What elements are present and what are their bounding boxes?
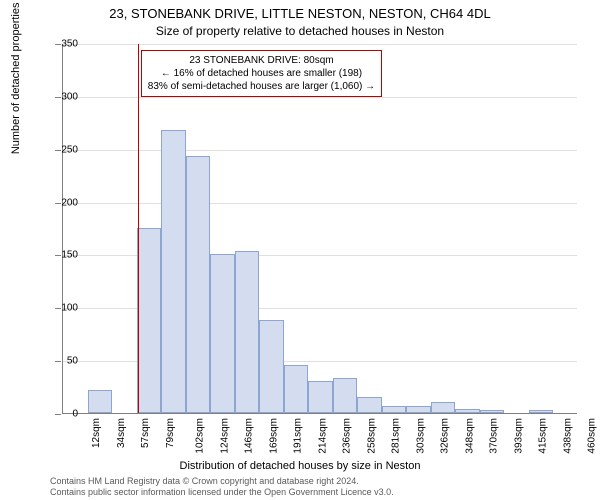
x-tick-label: 438sqm: [563, 418, 574, 454]
footer-line-2: Contains public sector information licen…: [50, 487, 394, 498]
chart-container: 23, STONEBANK DRIVE, LITTLE NESTON, NEST…: [0, 0, 600, 500]
plot-area: 12sqm34sqm57sqm79sqm102sqm124sqm146sqm16…: [62, 44, 577, 414]
y-tick-label: 250: [48, 144, 78, 155]
histogram-bar: [259, 320, 284, 413]
x-tick-label: 102sqm: [195, 418, 206, 454]
y-tick-label: 200: [48, 197, 78, 208]
x-tick-label: 57sqm: [140, 418, 151, 448]
x-tick-label: 169sqm: [268, 418, 279, 454]
x-tick-label: 214sqm: [317, 418, 328, 454]
histogram-bar: [308, 381, 333, 413]
histogram-bar: [480, 410, 505, 413]
y-tick-label: 0: [48, 409, 78, 420]
x-tick-label: 393sqm: [513, 418, 524, 454]
histogram-bar: [431, 402, 456, 413]
histogram-bar: [529, 410, 554, 413]
gridline: [63, 150, 577, 151]
x-tick-label: 415sqm: [538, 418, 549, 454]
y-tick-label: 100: [48, 303, 78, 314]
x-tick-label: 326sqm: [440, 418, 451, 454]
histogram-bar: [235, 251, 260, 413]
x-tick-label: 258sqm: [366, 418, 377, 454]
x-tick-label: 124sqm: [219, 418, 230, 454]
footer-attribution: Contains HM Land Registry data © Crown c…: [50, 476, 394, 498]
reference-line: [138, 44, 139, 413]
histogram-bar: [382, 406, 407, 413]
gridline: [63, 44, 577, 45]
y-tick-label: 300: [48, 91, 78, 102]
x-tick-label: 236sqm: [342, 418, 353, 454]
footer-line-1: Contains HM Land Registry data © Crown c…: [50, 476, 394, 487]
histogram-bar: [406, 406, 431, 413]
x-tick-label: 370sqm: [489, 418, 500, 454]
x-tick-label: 281sqm: [391, 418, 402, 454]
y-tick-label: 150: [48, 250, 78, 261]
chart-title: 23, STONEBANK DRIVE, LITTLE NESTON, NEST…: [0, 6, 600, 21]
histogram-bar: [455, 409, 480, 413]
x-tick-label: 303sqm: [415, 418, 426, 454]
histogram-bar: [333, 378, 358, 413]
histogram-bar: [284, 365, 309, 413]
histogram-bar: [186, 156, 211, 413]
y-axis-title: Number of detached properties: [10, 3, 22, 155]
x-tick-label: 146sqm: [244, 418, 255, 454]
histogram-bar: [137, 228, 162, 413]
annotation-line: 23 STONEBANK DRIVE: 80sqm: [148, 54, 375, 67]
chart-subtitle: Size of property relative to detached ho…: [0, 24, 600, 38]
x-tick-label: 460sqm: [587, 418, 598, 454]
x-tick-label: 191sqm: [293, 418, 304, 454]
annotation-line: ← 16% of detached houses are smaller (19…: [148, 67, 375, 80]
x-tick-label: 34sqm: [116, 418, 127, 448]
y-tick-label: 350: [48, 39, 78, 50]
x-tick-label: 348sqm: [464, 418, 475, 454]
y-tick-label: 50: [48, 356, 78, 367]
gridline: [63, 203, 577, 204]
histogram-bar: [210, 254, 235, 413]
x-tick-label: 79sqm: [165, 418, 176, 448]
annotation-line: 83% of semi-detached houses are larger (…: [148, 80, 375, 93]
x-axis-title: Distribution of detached houses by size …: [0, 460, 600, 472]
histogram-bar: [88, 390, 113, 413]
histogram-bar: [161, 130, 186, 413]
x-tick-label: 12sqm: [91, 418, 102, 448]
histogram-bar: [357, 397, 382, 413]
annotation-box: 23 STONEBANK DRIVE: 80sqm← 16% of detach…: [141, 50, 382, 97]
